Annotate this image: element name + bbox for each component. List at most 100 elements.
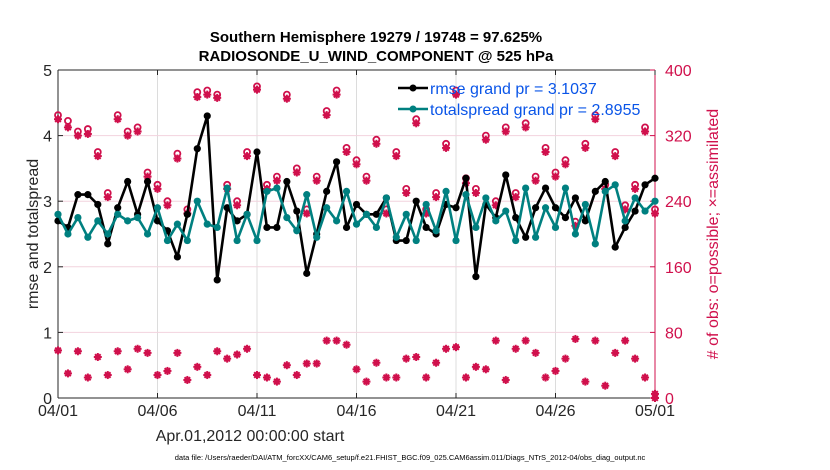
obs-assimilated-point [372, 139, 381, 148]
rmse-point [143, 177, 152, 186]
asterisk-core [55, 116, 61, 123]
asterisk-core [512, 194, 519, 201]
rmse-point [472, 273, 480, 281]
asterisk-core [413, 354, 420, 360]
obs-lower-point [432, 358, 441, 367]
obs-assimilated-point [73, 131, 82, 140]
obs-assimilated-point [63, 123, 72, 132]
rmse-point [124, 177, 132, 186]
asterisk-core [74, 132, 81, 139]
rmse-point [541, 184, 550, 192]
totalspread-point [372, 223, 380, 232]
asterisk-core [502, 376, 509, 383]
asterisk-core [552, 173, 559, 180]
asterisk-core [622, 337, 629, 344]
obs-lower-point [471, 362, 480, 371]
asterisk-core [154, 372, 161, 379]
rmse-point [352, 200, 361, 209]
tick-labels: 04/01 04/06 04/11 04/16 04/21 04/26 05/0101234… [38, 63, 692, 420]
totalspread-point [601, 187, 609, 195]
obs-assimilated-point [54, 115, 62, 124]
obs-lower-point [402, 354, 411, 363]
legend: rmse grand pr = 3.1037 totalspread grand… [398, 81, 640, 119]
y2-tick-label: 240 [665, 194, 692, 211]
obs-lower-point [372, 358, 381, 367]
totalspread-point [502, 207, 510, 215]
asterisk-core [532, 349, 539, 356]
rmse-point [193, 145, 201, 153]
obs-lower-point [253, 371, 261, 380]
asterisk-core [652, 210, 658, 217]
rmse-point [651, 174, 659, 182]
obs-lower-point [352, 365, 361, 374]
asterisk-core [363, 378, 370, 385]
rmse-point [462, 174, 470, 182]
totalspread-point [402, 210, 410, 218]
obs-assimilated-point [282, 94, 291, 103]
obs-lower-point [302, 359, 311, 368]
asterisk-core [363, 177, 370, 184]
x-tick-label: 04/21 [436, 403, 476, 420]
obs-lower-point [541, 373, 550, 382]
obs-assimilated-point [392, 152, 401, 161]
asterisk-core [542, 149, 549, 155]
rmse-point [303, 269, 311, 277]
obs-lower-point [551, 366, 560, 375]
totalspread-point [442, 187, 450, 195]
obs-assimilated-point [651, 209, 659, 218]
obs-lower-point [272, 377, 281, 386]
rmse-point [213, 276, 221, 284]
asterisk-core [214, 348, 221, 355]
x-axis-label: Apr.01,2012 00:00:00 start [156, 428, 345, 445]
asterisk-core [293, 169, 300, 176]
obs-lower-point [243, 344, 252, 353]
rmse-point [84, 191, 92, 199]
y2-tick-label: 0 [665, 391, 674, 408]
asterisk-core [55, 347, 61, 354]
totalspread-point [94, 217, 102, 225]
totalspread-point [74, 214, 82, 222]
obs-assimilated-point [362, 176, 371, 185]
obs-lower-point [143, 348, 152, 357]
rmse-point [94, 200, 102, 209]
totalspread-point [631, 194, 639, 202]
asterisk-core [393, 374, 400, 381]
obs-lower-point [73, 347, 82, 356]
obs-lower-point [611, 348, 620, 357]
asterisk-core [94, 354, 101, 360]
asterisk-core [114, 116, 121, 123]
x-tick-label: 04/06 [137, 403, 177, 420]
asterisk-core [453, 91, 459, 98]
asterisk-core [443, 144, 450, 151]
totalspread-point [163, 236, 172, 245]
asterisk-core [333, 91, 340, 98]
obs-lower-point [282, 361, 291, 370]
rmse-point [561, 214, 570, 222]
totalspread-point [283, 214, 291, 222]
obs-lower-point [631, 354, 640, 363]
obs-assimilated-point [521, 123, 530, 132]
legend-spread-label: totalspread grand pr = 2.8955 [430, 102, 640, 119]
obs-assimilated-point [402, 189, 411, 197]
obs-lower-point [163, 366, 172, 375]
asterisk-core [632, 355, 639, 362]
obs-lower-point [422, 373, 431, 382]
obs-lower-point [193, 362, 202, 371]
rmse-point [611, 243, 619, 251]
totalspread-point [472, 223, 480, 232]
obs-lower-point [153, 371, 162, 380]
obs-assimilated-point [93, 152, 102, 161]
asterisk-core [482, 366, 489, 373]
asterisk-core [293, 372, 300, 379]
obs-assimilated-point [312, 176, 321, 185]
asterisk-core [263, 374, 270, 381]
asterisk-core [582, 378, 589, 385]
totalspread-point [522, 184, 530, 192]
obs-assimilated-point [322, 111, 331, 120]
totalspread-point [273, 184, 281, 192]
asterisk-core [144, 173, 151, 180]
rmse-point [551, 204, 560, 212]
rmse-point [402, 236, 410, 245]
obs-lower-point [601, 381, 610, 390]
obs-assimilated-point [342, 148, 351, 156]
